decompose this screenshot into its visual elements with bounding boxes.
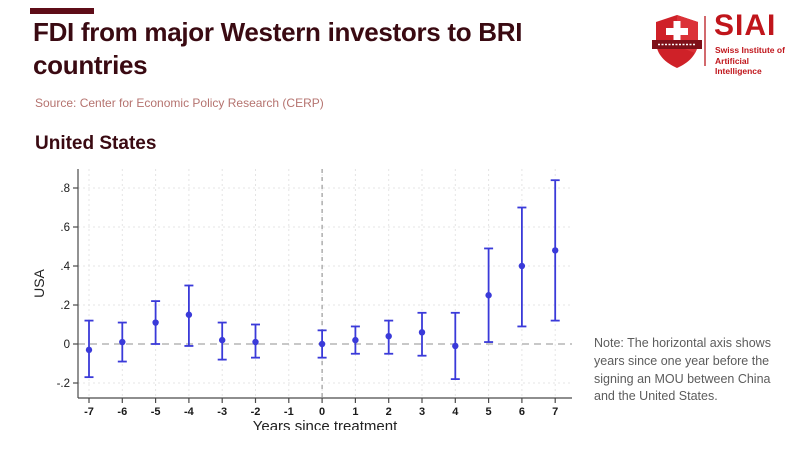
x-tick-label: 3 — [419, 406, 425, 418]
x-tick-label: 2 — [386, 406, 392, 418]
data-point — [119, 338, 126, 346]
y-tick-label: -.2 — [57, 378, 70, 390]
section-heading: United States — [35, 133, 157, 154]
y-tick-label: 0 — [64, 339, 70, 351]
y-tick-label: .6 — [60, 222, 70, 234]
x-tick-label: 5 — [486, 406, 492, 418]
x-axis-label: Years since treatment — [253, 418, 398, 430]
logo-divider — [704, 16, 706, 66]
x-tick-label: 0 — [319, 406, 325, 418]
logo-subtitle: Swiss Institute of Artificial Intelligen… — [715, 45, 798, 77]
x-tick-label: -5 — [151, 406, 161, 418]
x-tick-label: -2 — [251, 406, 261, 418]
accent-bar — [30, 8, 94, 14]
data-point — [152, 319, 159, 326]
y-axis-label: USA — [31, 268, 47, 297]
data-point — [219, 336, 226, 344]
x-tick-label: -6 — [117, 406, 127, 418]
y-tick-label: .4 — [60, 261, 70, 273]
logo-brand-name: SIAI — [714, 9, 777, 42]
logo-subtitle-line1: Swiss Institute of — [715, 45, 785, 55]
data-point — [318, 340, 326, 348]
siai-logo: SIAI Swiss Institute of Artificial Intel… — [648, 9, 798, 76]
data-point — [418, 329, 426, 336]
data-point — [185, 311, 193, 318]
data-point — [552, 247, 559, 254]
note-text: Note: The horizontal axis shows years si… — [594, 336, 771, 404]
y-tick-label: .8 — [60, 183, 70, 195]
data-point — [485, 292, 492, 299]
page-title: FDI from major Western investors to BRI … — [33, 17, 523, 81]
data-point — [518, 262, 526, 270]
data-point — [352, 336, 359, 344]
logo-subtitle-line2: Artificial Intelligence — [715, 55, 762, 77]
coefficient-plot: .8 .6 .4 .2 0 -.2 -7 -6 -5 -4 -3 -2 -1 0 1 2 3 4 5 6 7 Years … — [31, 169, 572, 430]
x-tick-label: -1 — [284, 406, 294, 418]
x-tick-label: 6 — [519, 406, 525, 418]
x-tick-label: 4 — [452, 406, 459, 418]
x-tick-label: 1 — [352, 406, 358, 418]
y-tick-label: .2 — [60, 300, 70, 312]
x-tick-label: 7 — [552, 406, 558, 418]
data-point — [385, 333, 392, 340]
data-point — [252, 338, 259, 346]
source-text: Source: Center for Economic Policy Resea… — [35, 96, 324, 110]
x-tick-label: -7 — [84, 406, 94, 418]
x-tick-label: -3 — [217, 406, 227, 418]
data-point — [85, 346, 93, 354]
data-point — [452, 342, 459, 350]
x-tick-label: -4 — [184, 406, 195, 418]
siai-shield-icon — [652, 14, 702, 75]
